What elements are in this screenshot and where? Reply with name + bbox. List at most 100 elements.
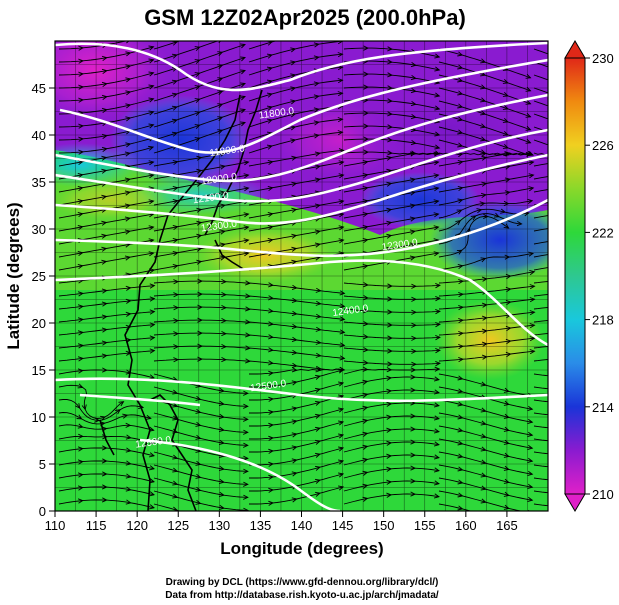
- streamline-arrow: [502, 130, 509, 136]
- streamline-arrow: [314, 439, 321, 445]
- streamline-arrow: [195, 395, 202, 401]
- y-tick-label: 35: [32, 175, 46, 190]
- streamline-arrow: [171, 92, 178, 98]
- streamline-arrow: [476, 208, 483, 214]
- streamline-arrow: [219, 242, 226, 248]
- streamline-arrow: [171, 131, 178, 137]
- streamline-arrow: [172, 250, 179, 257]
- streamline-arrow: [149, 33, 154, 37]
- streamline-arrow: [171, 53, 178, 59]
- streamline-arrow: [196, 259, 203, 265]
- streamline-arrow: [410, 439, 417, 445]
- x-axis-label: Longitude (degrees): [220, 539, 383, 558]
- streamline-arrow: [218, 387, 225, 394]
- streamline-arrow: [503, 465, 510, 471]
- streamline-arrow: [243, 403, 249, 409]
- streamline-arrow: [77, 159, 84, 166]
- streamline-arrow: [77, 224, 84, 231]
- streamline-arrow: [268, 334, 274, 340]
- streamline-arrow: [75, 403, 81, 409]
- streamline-arrow: [77, 423, 84, 429]
- streamline-arrow: [387, 111, 393, 117]
- contour-label: 11800.0: [258, 106, 295, 122]
- streamline-arrow: [77, 472, 84, 478]
- streamline-arrow: [172, 198, 179, 205]
- streamline-arrow: [148, 173, 155, 179]
- streamline-arrow: [505, 286, 512, 293]
- y-tick-label: 0: [39, 504, 46, 519]
- streamline-arrow: [435, 308, 441, 315]
- streamline-arrow: [266, 79, 273, 85]
- streamline-arrow: [314, 426, 321, 432]
- streamline-arrow: [553, 504, 558, 508]
- streamline-arrow: [171, 105, 178, 111]
- streamline-arrow: [457, 479, 464, 485]
- streamline-arrow: [410, 101, 417, 107]
- streamline-arrow: [196, 181, 203, 187]
- streamline-arrow: [553, 413, 558, 417]
- streamline-arrow: [197, 356, 204, 362]
- streamline-arrow: [480, 84, 487, 90]
- streamline-arrow: [552, 53, 557, 57]
- y-tick-label: 20: [32, 316, 46, 331]
- streamline-arrow: [77, 317, 84, 323]
- streamline-arrow: [480, 257, 487, 263]
- streamline-arrow: [503, 439, 510, 445]
- streamline-arrow: [601, 461, 606, 465]
- streamline-arrow: [457, 185, 464, 192]
- streamline-arrow: [148, 251, 155, 257]
- streamline-arrow: [516, 221, 523, 227]
- streamline-arrow: [148, 45, 155, 51]
- streamline-arrow: [149, 491, 155, 497]
- streamline-arrow: [433, 389, 440, 395]
- streamline-arrow: [411, 335, 417, 341]
- streamline-arrow: [480, 472, 487, 478]
- streamline-arrow: [600, 243, 605, 247]
- streamline-arrow: [218, 439, 225, 446]
- streamline-arrow: [268, 422, 275, 428]
- streamline-arrow: [339, 316, 346, 322]
- colorbar-top-arrow: [564, 40, 586, 59]
- streamline-arrow: [480, 110, 487, 116]
- streamline-arrow: [525, 73, 532, 79]
- streamline-arrow: [291, 233, 298, 239]
- x-tick-label: 115: [86, 518, 107, 533]
- streamline-arrow: [387, 150, 393, 156]
- streamline-arrow: [218, 413, 225, 420]
- streamline-arrow: [503, 223, 510, 229]
- streamline-arrow: [529, 297, 536, 303]
- streamline-arrow: [387, 137, 393, 143]
- streamline-arrow: [410, 413, 417, 419]
- streamline-arrow: [553, 374, 558, 378]
- streamline-arrow: [78, 136, 85, 142]
- x-tick-label: 145: [332, 518, 354, 533]
- streamline-arrow: [240, 43, 246, 49]
- streamline-arrow: [457, 198, 464, 204]
- streamline-arrow: [409, 151, 416, 157]
- streamline-arrow: [148, 225, 155, 231]
- streamline-arrow: [125, 486, 132, 492]
- streamline-arrow: [601, 422, 606, 426]
- streamline-arrow: [314, 30, 319, 34]
- streamline-arrow: [457, 51, 464, 57]
- streamline-arrow: [552, 151, 557, 155]
- streamline-arrow: [338, 420, 345, 426]
- streamline-arrow: [502, 143, 509, 149]
- streamline-arrow: [125, 434, 132, 440]
- streamline-arrow: [481, 341, 488, 347]
- streamline-arrow: [124, 151, 131, 157]
- streamline-arrow: [172, 389, 179, 395]
- streamline-arrow: [268, 383, 275, 389]
- streamline-arrow: [504, 151, 511, 157]
- streamline-arrow: [290, 47, 297, 53]
- streamline-arrow: [504, 177, 511, 183]
- streamline-arrow: [101, 168, 108, 174]
- streamline-arrow: [313, 42, 320, 48]
- streamline-arrow: [410, 491, 417, 497]
- streamline-arrow: [434, 92, 441, 98]
- streamline-arrow: [194, 111, 201, 117]
- streamline-arrow: [101, 81, 108, 87]
- streamline-arrow: [411, 348, 417, 354]
- streamline-arrow: [528, 251, 535, 257]
